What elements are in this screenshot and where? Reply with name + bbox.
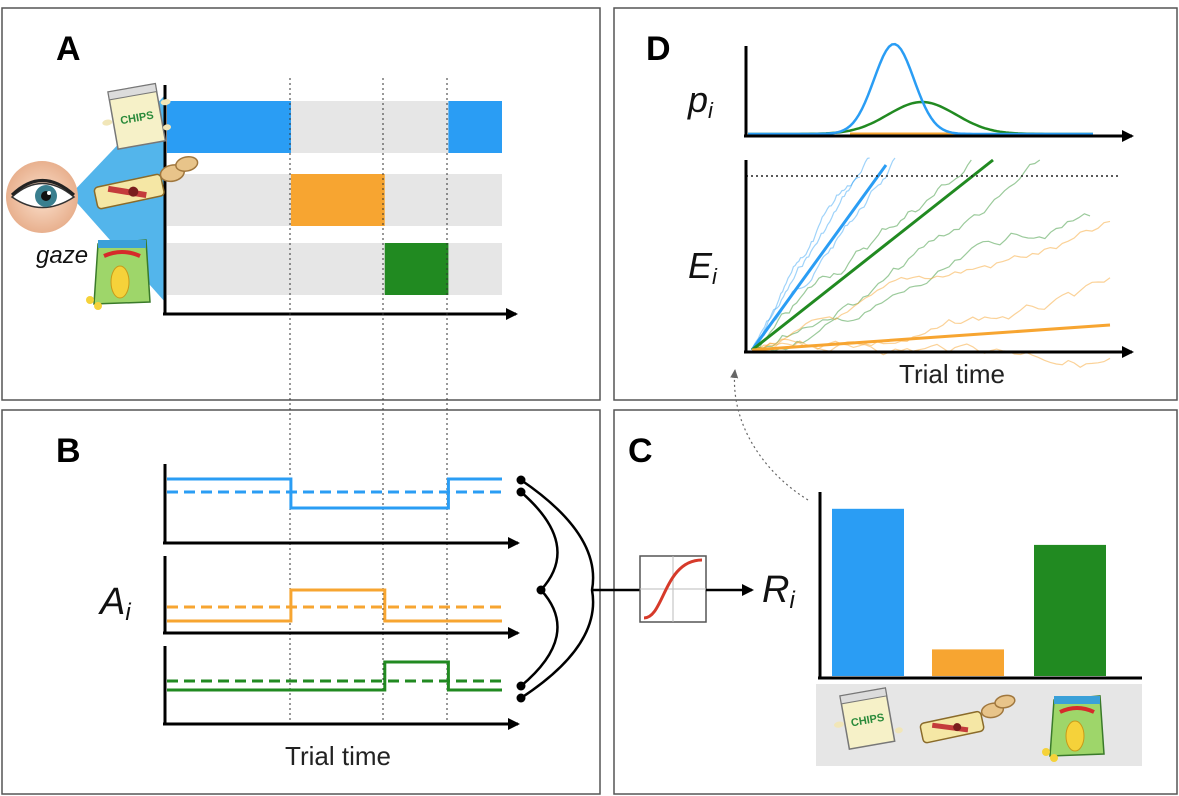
attention-trace-chips [167,477,502,510]
evidence-drift-cracker-roll [751,323,1111,352]
eye-icon [6,161,78,233]
corn-snack-bag-icon-c [1042,695,1105,762]
panel-frame-a [1,7,601,401]
panel-letter-b: B [56,432,81,470]
panel-b-x-label: Trial time [285,741,391,771]
density-chips [748,42,1093,136]
panel-d: D pi Ei Trial time [646,30,1134,389]
evidence-traces [750,157,1111,369]
chips-bag-icon-c: CHIPS [834,687,903,751]
gaze-rows [167,101,502,295]
gaze-segment-3 [384,243,449,295]
attention-traces [167,477,502,692]
corn-snack-bag-icon [86,239,151,310]
attention-trace-cracker-roll [167,588,502,623]
panel-a: A gaze CHIPS [6,30,518,320]
panel-b: B Ai Trial time [56,432,595,771]
chips-bag-icon: CHIPS [102,82,171,150]
panel-frame-b [1,409,601,795]
evidence-drift-chips [750,164,888,351]
evidence-walk-chips-2 [751,157,896,351]
evidence-walk-corn-snack-1 [751,159,1041,351]
value-bar-corn-snack [1034,544,1106,676]
panel-frame-c [613,409,1178,795]
evidence-walk-cracker-roll-2 [751,277,1111,351]
evidence-var-label: Ei [688,245,718,289]
evidence-drift-corn-snack [751,158,994,352]
evidence-walk-chips-3 [751,176,861,351]
panel-letter-d: D [646,30,671,68]
panel-frame-d [613,7,1178,401]
panel-letter-c: C [628,432,653,470]
feedback-arrow [730,369,809,501]
attention-var-label: Ai [98,581,131,626]
panel-c: C Ri CHIPS [592,369,1142,766]
value-bar-chips [832,508,904,676]
gaze-segment-4 [448,101,502,153]
gaze-segment-2 [290,174,385,226]
cracker-roll-icon-c [919,694,1016,744]
cracker-roll-icon [93,155,199,210]
combine-arcs [520,478,595,700]
attention-trace-corn-snack [167,660,502,692]
gaze-segment-1 [167,101,291,153]
evidence-walk-corn-snack-3 [751,213,1091,352]
rt-densities [748,42,1093,136]
panel-letter-a: A [56,30,81,68]
value-bars [832,508,1106,676]
value-var-label: Ri [762,569,795,614]
evidence-walk-cracker-roll-1 [751,220,1111,351]
svg-text:CHIPS: CHIPS [119,110,154,128]
gaze-label: gaze [36,242,88,269]
evidence-walk-chips-1 [751,157,870,351]
svg-text:CHIPS: CHIPS [850,712,885,730]
density-var-label: pi [687,79,714,123]
gaze-row-bg-3 [167,243,502,295]
sigmoid-curve [643,558,703,620]
panel-d-x-label: Trial time [899,359,1005,389]
value-bar-cracker-roll [932,649,1004,676]
evidence-walk-corn-snack-2 [751,159,972,351]
density-corn-snack [748,100,1093,136]
